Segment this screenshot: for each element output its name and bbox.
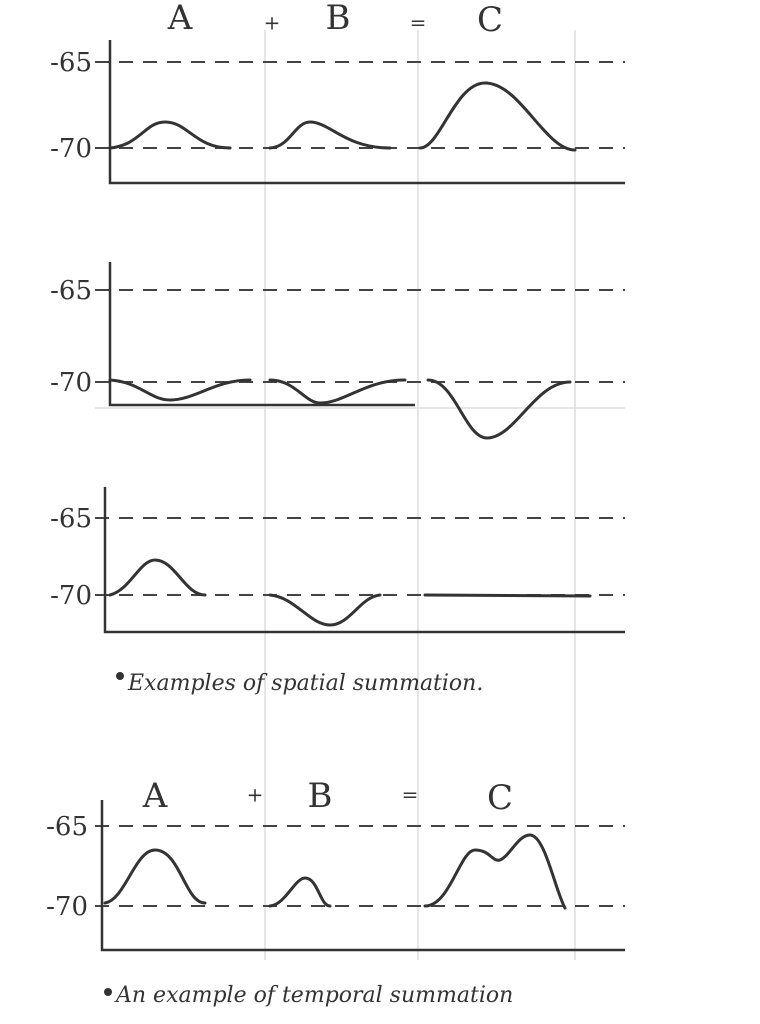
header-plus: + xyxy=(264,11,281,35)
caption: An example of temporal summation xyxy=(114,983,513,1008)
bullet xyxy=(104,988,112,996)
header-a: A xyxy=(167,0,193,38)
caption: Examples of spatial summation. xyxy=(127,671,483,696)
panel: -65 -70 xyxy=(50,40,625,185)
paper-lines xyxy=(95,30,625,960)
upper-label: -65 xyxy=(50,504,92,534)
bullet xyxy=(116,672,124,680)
header-c: C xyxy=(477,0,503,40)
header-a: A xyxy=(142,776,168,816)
header-plus: + xyxy=(247,783,264,807)
lower-label: -70 xyxy=(46,892,88,922)
header-equals: = xyxy=(402,783,419,807)
upper-label: -65 xyxy=(46,812,88,842)
lower-label: -70 xyxy=(50,368,92,398)
upper-label: -65 xyxy=(50,48,92,78)
header-equals: = xyxy=(410,11,427,35)
header-c: C xyxy=(487,778,513,818)
header-b: B xyxy=(326,0,351,38)
header-b: B xyxy=(308,776,333,816)
lower-label: -70 xyxy=(50,134,92,164)
panel: -65 -70 xyxy=(50,487,625,634)
panel: -65 -70 xyxy=(50,262,625,440)
upper-label: -65 xyxy=(50,276,92,306)
lower-label: -70 xyxy=(50,581,92,611)
panel: -65 -70 xyxy=(46,800,625,952)
